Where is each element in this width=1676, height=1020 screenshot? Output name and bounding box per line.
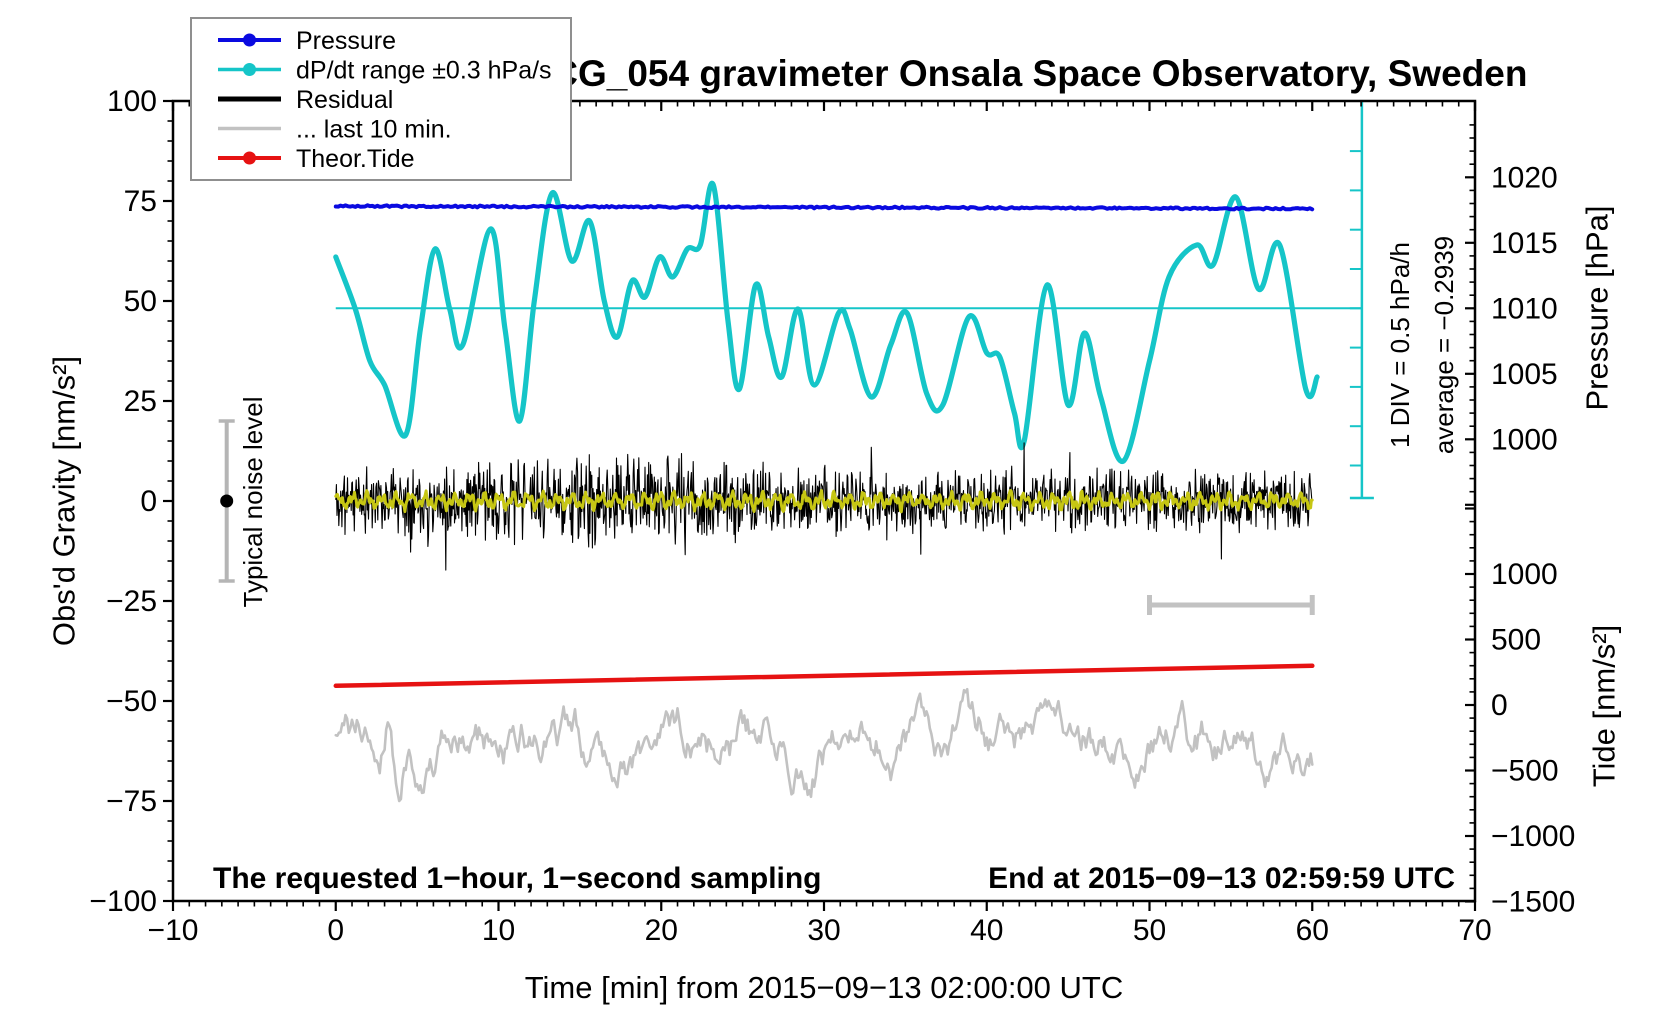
gravity-tick-label: 25 bbox=[124, 385, 157, 418]
x-tick-label: 10 bbox=[482, 914, 515, 947]
x-axis-title: Time [min] from 2015−09−13 02:00:00 UTC bbox=[525, 970, 1124, 1005]
x-tick-label: 0 bbox=[327, 914, 344, 947]
legend-item-label: ... last 10 min. bbox=[296, 116, 452, 144]
legend-item-label: Pressure bbox=[296, 27, 396, 55]
gravity-tick-label: −50 bbox=[106, 685, 157, 718]
tide-tick-label: −1000 bbox=[1491, 820, 1575, 853]
end-time-annotation: End at 2015−09−13 02:59:59 UTC bbox=[988, 862, 1455, 895]
pressure-tick-label: 1005 bbox=[1491, 358, 1558, 391]
tide-tick-label: 0 bbox=[1491, 689, 1508, 722]
gravity-tick-label: −100 bbox=[89, 885, 157, 918]
pressure-axis-title: Pressure [hPa] bbox=[1580, 205, 1615, 410]
axis-ticks-layer bbox=[163, 99, 1477, 911]
residual-smooth-series bbox=[334, 489, 1314, 514]
chart-title: SCG_054 gravimeter Onsala Space Observat… bbox=[527, 53, 1528, 94]
axis-tick-labels-layer: −10 0 10 20 30 40 50 60 701007550250−25−50−75−10… bbox=[89, 85, 1575, 947]
x-tick-label: 70 bbox=[1458, 914, 1491, 947]
legend-item-label: Theor.Tide bbox=[296, 145, 415, 173]
x-tick-label: 50 bbox=[1133, 914, 1166, 947]
tide-tick-label: 500 bbox=[1491, 624, 1541, 657]
gravity-tick-label: 0 bbox=[140, 485, 157, 518]
data-series-layer bbox=[333, 101, 1374, 803]
div-scale-annotation: 1 DIV = 0.5 hPa/h bbox=[1385, 242, 1415, 448]
legend-swatch-dot bbox=[243, 151, 256, 165]
legend-item-label: Residual bbox=[296, 86, 393, 114]
gravity-tick-label: 75 bbox=[124, 185, 157, 218]
gravity-tick-label: 100 bbox=[107, 85, 157, 118]
gravity-tick-label: 50 bbox=[124, 285, 157, 318]
x-tick-label: 60 bbox=[1296, 914, 1329, 947]
tide-tick-label: −500 bbox=[1491, 755, 1559, 788]
tide-axis-title: Tide [nm/s²] bbox=[1587, 625, 1622, 788]
x-tick-label: 40 bbox=[970, 914, 1003, 947]
theor-tide-series bbox=[333, 663, 1315, 689]
tide-tick-label: −1500 bbox=[1491, 886, 1575, 919]
legend-item-label: dP/dt range ±0.3 hPa/s bbox=[296, 57, 552, 85]
dpdt-series bbox=[333, 180, 1320, 464]
noise-marker-dot bbox=[220, 494, 234, 508]
tide-tick-label: 1000 bbox=[1491, 558, 1558, 591]
pressure-tick-label: 1010 bbox=[1491, 292, 1558, 325]
sampling-annotation: The requested 1−hour, 1−second sampling bbox=[213, 862, 822, 895]
gravity-tick-label: −25 bbox=[106, 585, 157, 618]
gravity-axis-title: Obs'd Gravity [nm/s²] bbox=[47, 356, 82, 646]
x-tick-label: −10 bbox=[148, 914, 199, 947]
average-annotation: average = −0.2939 bbox=[1429, 236, 1459, 454]
legend-swatch-dot bbox=[243, 33, 256, 47]
pressure-tick-label: 1000 bbox=[1491, 423, 1558, 456]
legend-swatch-dot bbox=[243, 63, 256, 76]
gravity-tick-label: −75 bbox=[106, 785, 157, 818]
noise-marker-label: Typical noise level bbox=[238, 397, 268, 608]
pressure-tick-label: 1015 bbox=[1491, 227, 1558, 260]
x-tick-label: 30 bbox=[807, 914, 840, 947]
x-tick-label: 20 bbox=[645, 914, 678, 947]
pressure-tick-label: 1020 bbox=[1491, 161, 1558, 194]
typical-noise-marker: Typical noise level bbox=[218, 397, 268, 608]
last10min-series bbox=[334, 687, 1314, 803]
pressure-series bbox=[333, 203, 1315, 212]
